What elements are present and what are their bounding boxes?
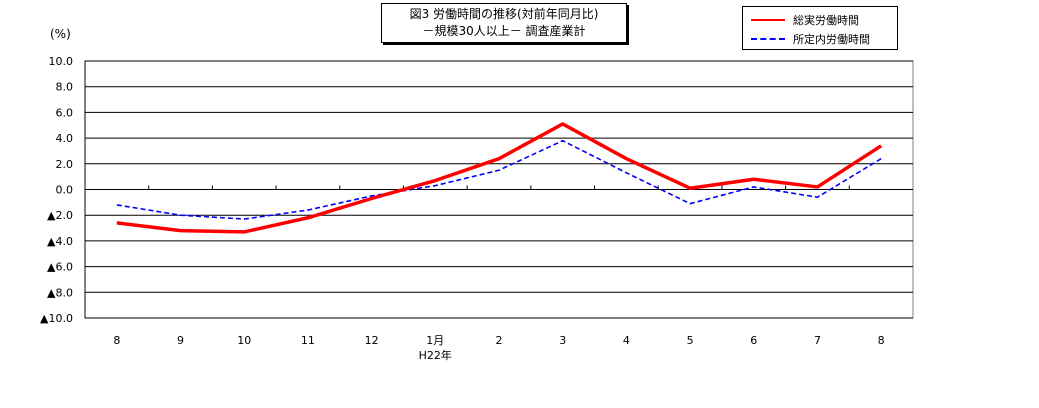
y-tick-label: ▲8.0	[47, 286, 73, 299]
legend-label: 所定内労働時間	[793, 33, 870, 46]
x-tick-label: 8	[878, 334, 885, 347]
y-tick-label: 2.0	[56, 158, 74, 171]
y-tick-label: 8.0	[56, 81, 74, 94]
y-tick-label: 10.0	[49, 55, 74, 68]
chart-title-line-1: 図3 労働時間の推移(対前年同月比)	[409, 7, 599, 21]
y-tick-label: ▲4.0	[47, 235, 73, 248]
x-tick-label: 9	[177, 334, 184, 347]
y-tick-label: ▲6.0	[47, 261, 73, 274]
legend-swatch-solid-red	[751, 19, 785, 21]
y-tick-label: 4.0	[56, 132, 74, 145]
y-axis-unit: (%)	[50, 27, 71, 41]
legend-swatch-dashed-blue	[751, 38, 785, 40]
x-tick-label: 11	[301, 334, 315, 347]
x-tick-label: 1月	[426, 334, 444, 347]
chart-title: 図3 労働時間の推移(対前年同月比) －規模30人以上－ 調査産業計	[381, 3, 627, 43]
chart-title-line-2: －規模30人以上－ 調査産業計	[422, 24, 586, 38]
x-tick-label: 12	[365, 334, 379, 347]
legend-label: 総実労働時間	[793, 14, 859, 27]
x-tick-label: 7	[814, 334, 821, 347]
x-tick-sublabel: H22年	[419, 348, 452, 362]
y-tick-label: ▲10.0	[40, 312, 73, 325]
x-tick-label: 5	[687, 334, 694, 347]
y-tick-label: 6.0	[56, 106, 74, 119]
x-tick-label: 6	[750, 334, 757, 347]
legend: 総実労働時間 所定内労働時間	[742, 6, 898, 50]
x-tick-label: 3	[559, 334, 566, 347]
y-tick-label: 0.0	[56, 184, 74, 197]
x-tick-label: 4	[623, 334, 630, 347]
x-tick-label: 2	[496, 334, 503, 347]
x-tick-label: 8	[113, 334, 120, 347]
legend-item-total: 総実労働時間	[751, 12, 859, 28]
legend-item-scheduled: 所定内労働時間	[751, 31, 870, 47]
y-tick-label: ▲2.0	[47, 209, 73, 222]
x-tick-label: 10	[237, 334, 251, 347]
